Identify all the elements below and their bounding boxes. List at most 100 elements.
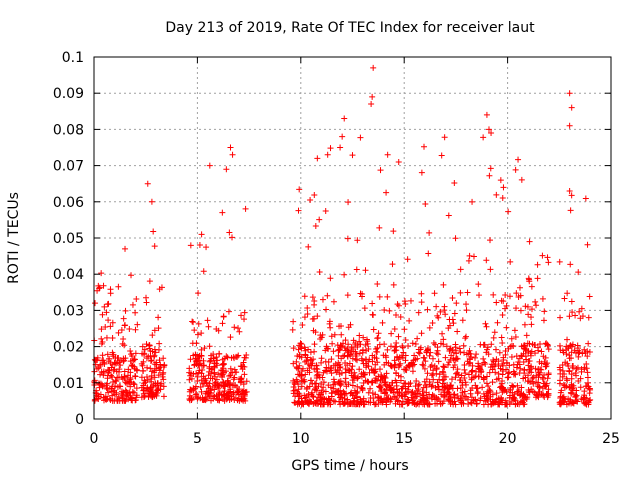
- data-point: [492, 369, 499, 376]
- data-point: [532, 365, 539, 372]
- data-point: [360, 397, 367, 404]
- data-point: [238, 363, 245, 370]
- data-point: [446, 348, 453, 355]
- data-point: [477, 397, 484, 404]
- data-point: [393, 369, 400, 376]
- data-point: [412, 341, 419, 348]
- data-point: [472, 354, 479, 361]
- data-point: [100, 372, 107, 379]
- data-point: [449, 294, 456, 301]
- data-point: [121, 322, 128, 329]
- data-point: [351, 401, 358, 408]
- data-point: [515, 359, 522, 366]
- data-point: [157, 386, 164, 393]
- data-point: [364, 378, 371, 385]
- data-point: [584, 379, 591, 386]
- data-point: [112, 354, 119, 361]
- data-point: [105, 317, 112, 324]
- data-point: [564, 377, 571, 384]
- data-point: [498, 396, 505, 403]
- data-point: [301, 314, 308, 321]
- data-point: [495, 395, 502, 402]
- data-point: [335, 359, 342, 366]
- data-point: [512, 166, 519, 173]
- data-point: [155, 346, 162, 353]
- data-point: [203, 379, 210, 386]
- data-point: [487, 388, 494, 395]
- data-point: [377, 167, 384, 174]
- data-point: [418, 169, 425, 176]
- data-point: [583, 361, 590, 368]
- data-point: [335, 387, 342, 394]
- data-point: [132, 350, 139, 357]
- data-point: [240, 381, 247, 388]
- data-point: [495, 362, 502, 369]
- data-point: [505, 374, 512, 381]
- data-point: [363, 336, 370, 343]
- data-point: [107, 286, 114, 293]
- data-point: [484, 373, 491, 380]
- data-point: [219, 374, 226, 381]
- data-point: [386, 384, 393, 391]
- data-point: [393, 395, 400, 402]
- data-point: [406, 317, 413, 324]
- data-point: [336, 364, 343, 371]
- data-point: [342, 360, 349, 367]
- data-point: [536, 383, 543, 390]
- data-point: [240, 359, 247, 366]
- data-point: [568, 298, 575, 305]
- data-point: [557, 314, 564, 321]
- data-point: [415, 309, 422, 316]
- data-point: [435, 314, 442, 321]
- data-point: [316, 391, 323, 398]
- data-point: [556, 258, 563, 265]
- data-point: [528, 369, 535, 376]
- data-point: [488, 130, 495, 137]
- data-point: [99, 311, 106, 318]
- data-point: [372, 361, 379, 368]
- data-point: [426, 401, 433, 408]
- data-point: [187, 372, 194, 379]
- data-point: [436, 371, 443, 378]
- data-point: [99, 383, 106, 390]
- data-point: [483, 380, 490, 387]
- data-point: [213, 354, 220, 361]
- data-point: [457, 266, 464, 273]
- data-point: [219, 209, 226, 216]
- data-point: [513, 290, 520, 297]
- data-point: [568, 343, 575, 350]
- data-point: [459, 396, 466, 403]
- data-point: [139, 350, 146, 357]
- data-point: [575, 353, 582, 360]
- data-point: [527, 352, 534, 359]
- data-point: [490, 358, 497, 365]
- data-point: [95, 364, 102, 371]
- data-point: [461, 388, 468, 395]
- data-point: [358, 355, 365, 362]
- data-point: [148, 357, 155, 364]
- data-point: [290, 377, 297, 384]
- data-point: [584, 369, 591, 376]
- data-point: [320, 369, 327, 376]
- data-point: [104, 301, 111, 308]
- data-point: [370, 367, 377, 374]
- data-point: [328, 370, 335, 377]
- data-point: [499, 340, 506, 347]
- data-point: [344, 292, 351, 299]
- data-point: [581, 346, 588, 353]
- data-point: [475, 281, 482, 288]
- data-point: [292, 399, 299, 406]
- data-point: [539, 374, 546, 381]
- data-point: [132, 309, 139, 316]
- data-point: [101, 303, 108, 310]
- data-point: [435, 351, 442, 358]
- data-point: [429, 382, 436, 389]
- data-point: [405, 383, 412, 390]
- data-point: [458, 372, 465, 379]
- data-point: [311, 191, 318, 198]
- data-point: [583, 395, 590, 402]
- data-point: [302, 351, 309, 358]
- data-point: [404, 400, 411, 407]
- data-point: [147, 357, 154, 364]
- data-point: [388, 330, 395, 337]
